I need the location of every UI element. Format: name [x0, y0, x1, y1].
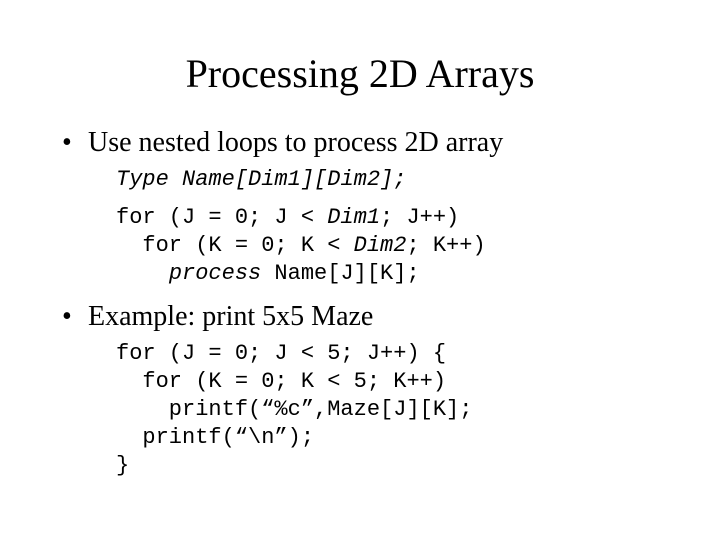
code-text: Type Name — [116, 167, 235, 192]
code-text-italic: Dim2 — [354, 233, 407, 258]
code-text: for (K = 0; K < — [116, 233, 354, 258]
code-text-italic: Dim1 — [327, 205, 380, 230]
code-line: for (K = 0; K < 5; K++) — [116, 369, 446, 394]
slide: Processing 2D Arrays Use nested loops to… — [0, 0, 720, 540]
code-declaration: Type Name[Dim1][Dim2]; — [116, 166, 660, 194]
code-text: ; — [393, 167, 406, 192]
code-text: for (J = 0; J < — [116, 205, 327, 230]
slide-title: Processing 2D Arrays — [60, 50, 660, 97]
code-line: for (J = 0; J < 5; J++) { — [116, 341, 446, 366]
code-text: Name[J][K]; — [261, 261, 419, 286]
code-text-italic: [Dim1][Dim2] — [235, 167, 393, 192]
code-text-italic: process — [169, 261, 261, 286]
code-text: ; K++) — [406, 233, 485, 258]
code-line: } — [116, 453, 129, 478]
code-text — [116, 261, 169, 286]
code-example-loop: for (J = 0; J < 5; J++) { for (K = 0; K … — [116, 340, 660, 481]
code-line: printf(“%c”,Maze[J][K]; — [116, 397, 472, 422]
code-generic-loop: for (J = 0; J < Dim1; J++) for (K = 0; K… — [116, 204, 660, 288]
code-line: printf(“\n”); — [116, 425, 314, 450]
bullet-example: Example: print 5x5 Maze — [60, 299, 660, 334]
bullet-nested-loops: Use nested loops to process 2D array — [60, 125, 660, 160]
code-text: ; J++) — [380, 205, 459, 230]
